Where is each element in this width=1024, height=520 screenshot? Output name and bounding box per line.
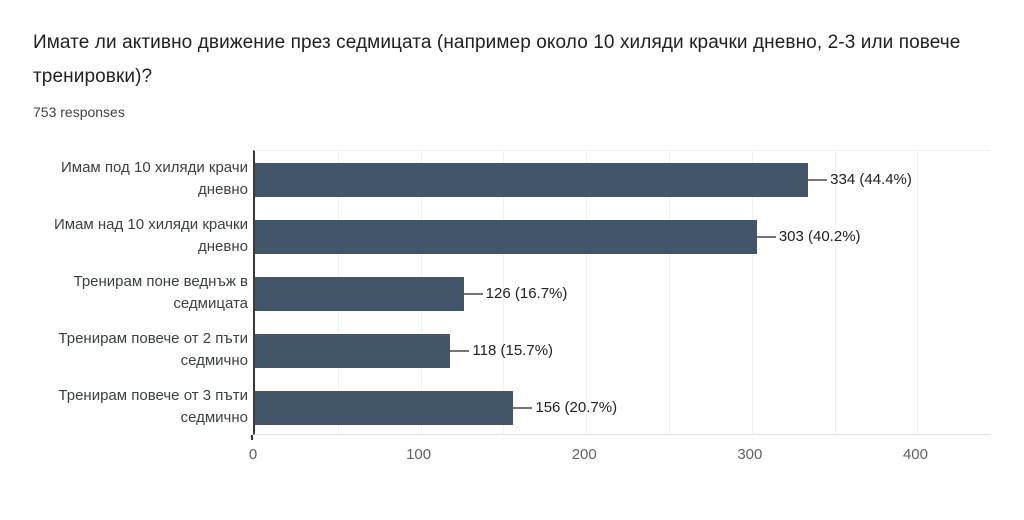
category-label: Тренирам повече от 3 пъти седмично (58, 386, 248, 426)
x-tick-label: 400 (902, 446, 928, 463)
bar (255, 276, 464, 311)
bar-value-label: 303 (40.2%) (778, 228, 861, 245)
gridline (917, 151, 919, 434)
x-axis-zero-tick (251, 435, 253, 440)
gridline (751, 151, 753, 434)
plot-column: 334 (44.4%) 303 (40.2%) 126 (16.7%) 118 (15… (249, 150, 990, 469)
gridline (834, 151, 836, 434)
x-tick-label: 100 (406, 446, 432, 463)
bar-value-label: 118 (15.7%) (472, 342, 554, 359)
leader-line (808, 178, 828, 181)
gridline (586, 151, 588, 434)
category-label: Имам над 10 хиляди крачки дневно (53, 215, 248, 255)
plot-area: 334 (44.4%) 303 (40.2%) 126 (16.7%) 118 (15… (253, 150, 990, 435)
x-tick-label: 300 (737, 446, 763, 463)
gridline (669, 151, 671, 434)
x-tick-label: 0 (248, 446, 258, 463)
question-title: Имате ли активно движение през седмицата… (33, 32, 961, 87)
bar (255, 219, 757, 254)
bar (255, 390, 514, 425)
bar-row: 303 (40.2%) (255, 208, 861, 265)
bar-value-label: 156 (20.7%) (535, 399, 618, 416)
category-label: Имам под 10 хиляди крачи дневно (61, 158, 248, 198)
gridline (503, 151, 505, 434)
bar-row: 118 (15.7%) (255, 322, 553, 379)
bar-chart: Имам под 10 хиляди крачи дневно Имам над … (33, 150, 994, 469)
x-axis: 0 100 200 300 400 (249, 435, 990, 469)
bar-value-label: 126 (16.7%) (485, 285, 568, 302)
leader-line (450, 349, 470, 352)
bar (255, 333, 451, 368)
category-labels-column: Имам под 10 хиляди крачи дневно Имам над … (33, 150, 253, 469)
bar-row: 126 (16.7%) (255, 265, 567, 322)
response-count: 753 responses (33, 104, 125, 120)
leader-line (756, 235, 776, 238)
x-tick-label: 200 (571, 446, 597, 463)
leader-line (463, 292, 483, 295)
bar (255, 162, 809, 197)
bar-row: 334 (44.4%) (255, 151, 912, 208)
bar-value-label: 334 (44.4%) (830, 171, 912, 188)
category-label: Тренирам повече от 2 пъти седмично (58, 329, 248, 369)
leader-line (513, 406, 533, 409)
bar-row: 156 (20.7%) (255, 379, 617, 436)
category-label: Тренирам поне веднъж в седмицата (73, 272, 249, 312)
